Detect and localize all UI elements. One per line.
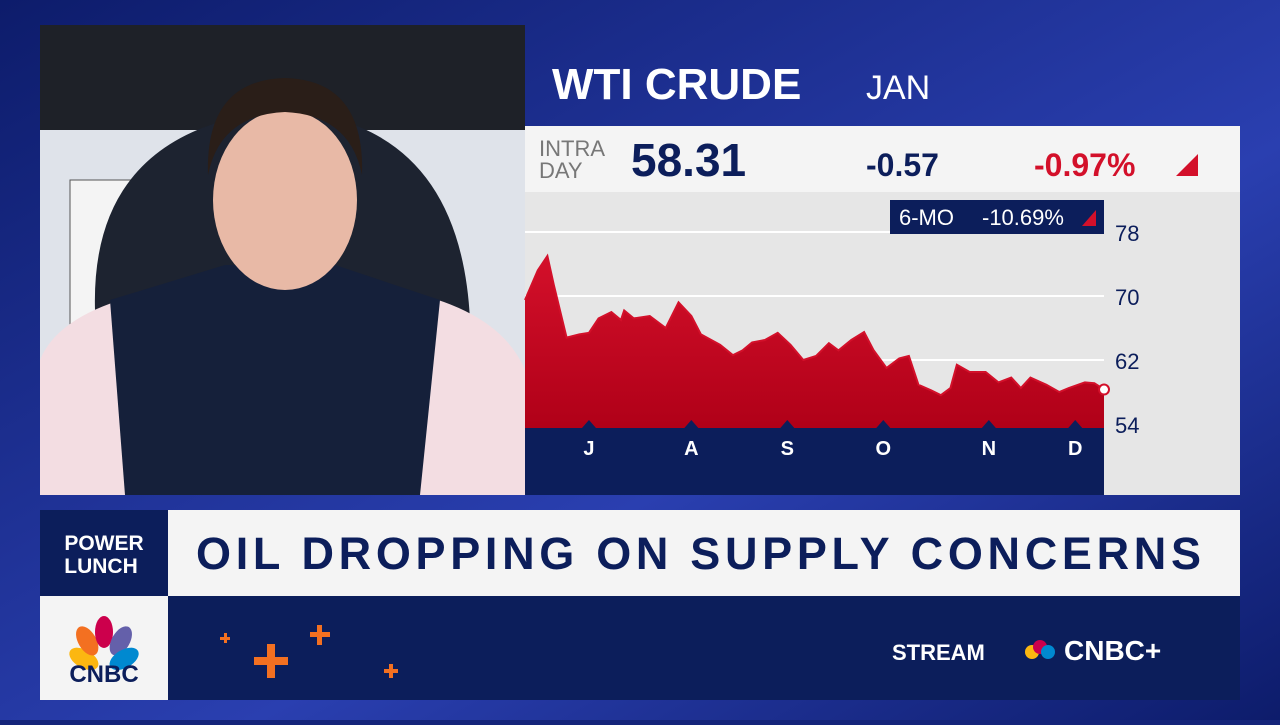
down-arrow xyxy=(1176,154,1198,176)
stream-label: STREAM xyxy=(892,640,985,665)
quote-label: INTRA xyxy=(539,136,605,161)
peacock-small xyxy=(1025,640,1055,659)
net-change: -0.57 xyxy=(866,147,939,183)
show-name: POWER xyxy=(64,532,143,555)
x-tick-label: J xyxy=(583,438,594,460)
last-point xyxy=(1098,383,1110,396)
video-feed xyxy=(40,25,525,495)
x-tick-mark xyxy=(581,420,596,428)
y-tick-label: 62 xyxy=(1115,349,1139,374)
period-label: 6-MO xyxy=(899,205,954,230)
contract-month: JAN xyxy=(866,69,930,107)
down-arrow xyxy=(1082,210,1096,226)
x-tick-label: A xyxy=(684,438,698,460)
period-change: -10.69% xyxy=(982,205,1064,230)
x-tick-mark xyxy=(876,420,891,428)
quote-bar xyxy=(525,126,1240,192)
x-tick-mark xyxy=(981,420,996,428)
decor-plus xyxy=(220,625,398,678)
quote-label: DAY xyxy=(539,158,583,183)
footer-bar xyxy=(40,596,1240,700)
stream-brand: CNBC+ xyxy=(1064,635,1161,666)
x-tick-mark xyxy=(684,420,699,428)
x-tick-mark xyxy=(1068,420,1083,428)
headline: OIL DROPPING ON SUPPLY CONCERNS xyxy=(196,528,1201,579)
period-box xyxy=(890,200,1104,234)
price-line xyxy=(524,253,1105,397)
axis-column xyxy=(1104,428,1240,495)
x-axis-band xyxy=(525,428,1104,495)
y-tick-label: 70 xyxy=(1115,285,1139,310)
x-tick-label: N xyxy=(982,438,996,460)
x-tick-label: O xyxy=(875,438,891,460)
x-tick-label: D xyxy=(1068,438,1082,460)
show-name: LUNCH xyxy=(64,555,138,578)
price-area xyxy=(525,256,1104,428)
x-tick-mark xyxy=(780,420,795,428)
peacock-logo xyxy=(69,616,139,671)
show-box xyxy=(40,510,168,596)
last-price: 58.31 xyxy=(631,134,746,186)
y-tick-label: 78 xyxy=(1115,221,1139,246)
x-tick-label: S xyxy=(781,438,794,460)
headline-bar xyxy=(168,510,1240,596)
y-tick-label: 54 xyxy=(1115,413,1139,438)
pct-change: -0.97% xyxy=(1034,147,1135,183)
network-logo: CNBC xyxy=(69,661,138,688)
instrument-title: WTI CRUDE xyxy=(552,60,801,109)
